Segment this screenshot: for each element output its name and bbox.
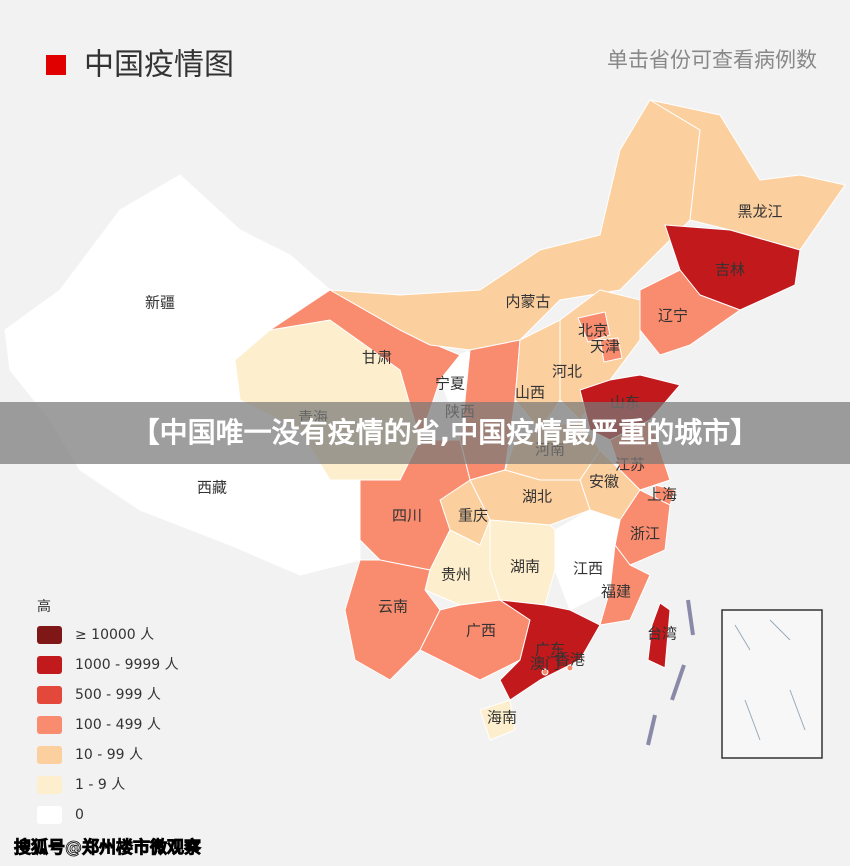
province <box>499 599 601 701</box>
legend-swatch <box>37 806 62 824</box>
province-labels: 新疆西藏青海甘肃内蒙古黑龙江吉林辽宁宁夏陕西山西河北北京天津山东河南江苏安徽上海… <box>145 203 783 727</box>
inset-islands <box>734 619 806 741</box>
province <box>639 269 741 356</box>
province-label: 广西 <box>466 622 496 640</box>
legend-label: 500 - 999 人 <box>75 687 161 703</box>
province-label: 江西 <box>573 560 603 578</box>
title-marker <box>46 55 66 75</box>
province <box>649 99 846 251</box>
legend-swatch <box>37 716 62 734</box>
province-label: 香港 <box>555 651 585 669</box>
province-label: 吉林 <box>715 261 745 279</box>
legend-swatch <box>37 746 62 764</box>
province-label: 北京 <box>578 322 608 340</box>
province <box>599 337 623 363</box>
legend-label: 1 - 9 人 <box>75 777 125 793</box>
province <box>541 668 549 676</box>
south-sea-inset <box>646 599 823 759</box>
province-label: 河北 <box>552 363 582 381</box>
province <box>577 311 611 343</box>
legend-label: 1000 - 9999 人 <box>75 657 179 673</box>
province <box>647 602 671 669</box>
legend-label: ≥ 10000 人 <box>75 627 154 643</box>
legend-swatch <box>37 776 62 794</box>
inset-frame <box>721 609 823 759</box>
province-label: 甘肃 <box>362 349 392 367</box>
province-label: 黑龙江 <box>737 203 782 221</box>
province-label: 云南 <box>378 598 408 616</box>
legend-swatch <box>37 686 62 704</box>
banner-bg <box>0 402 850 464</box>
province-label: 澳门 <box>530 655 560 673</box>
province-label: 湖北 <box>522 488 552 506</box>
legend-swatch <box>37 656 62 674</box>
nine-dash <box>646 599 695 746</box>
province-label: 广东 <box>535 641 565 659</box>
province-label: 台湾 <box>647 625 677 643</box>
province-label: 天津 <box>590 338 620 356</box>
legend-label: 10 - 99 人 <box>75 747 143 763</box>
legend-label: 0 <box>75 807 84 823</box>
province-label: 湖南 <box>510 558 540 576</box>
province-label: 新疆 <box>145 294 175 312</box>
province-label: 内蒙古 <box>505 293 550 311</box>
province <box>424 519 501 606</box>
province-label: 浙江 <box>630 525 660 543</box>
province-label: 宁夏 <box>435 375 465 393</box>
province-label: 安徽 <box>589 473 619 491</box>
province-label: 海南 <box>487 709 517 727</box>
hint: 单击省份可查看病例数 <box>607 48 817 72</box>
province-label: 上海 <box>647 486 677 504</box>
province <box>479 699 516 741</box>
province <box>566 664 574 672</box>
province-label: 辽宁 <box>658 307 688 325</box>
province-label: 西藏 <box>197 479 227 497</box>
province-label: 福建 <box>601 583 631 601</box>
legend-swatch <box>37 626 62 644</box>
province-label: 四川 <box>392 507 422 525</box>
legend-title: 高 <box>37 598 51 615</box>
banner: 【中国唯一没有疫情的省,中国疫情最严重的城市】 <box>132 416 759 449</box>
province-label: 贵州 <box>441 566 471 584</box>
legend-label: 100 - 499 人 <box>75 717 161 733</box>
map-title: 中国疫情图 <box>84 48 234 83</box>
province-label: 山西 <box>515 384 545 402</box>
watermark: 搜狐号@郑州楼市微观察 <box>14 837 202 858</box>
legend: ≥ 10000 人 1000 - 9999 人 500 - 999 人 100 - 4… <box>37 626 179 824</box>
province-label: 重庆 <box>458 507 488 525</box>
